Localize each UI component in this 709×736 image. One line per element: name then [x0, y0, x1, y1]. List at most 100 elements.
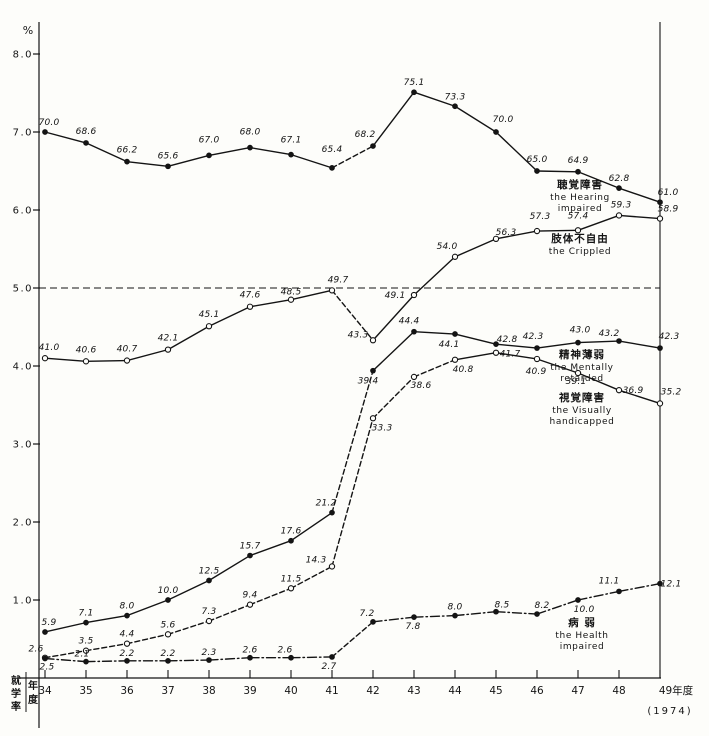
series-mentally-retarded-value-label: 12.5 [199, 567, 220, 577]
series-health-impaired-value-label: 7.8 [406, 622, 421, 632]
x-tick-label: 37 [161, 685, 174, 697]
series-hearing-impaired-point [83, 140, 89, 146]
series-health-impaired-point [124, 657, 130, 664]
series-health-impaired: 2.5 2.1 2.2 2.2 2.3 2.6 2.6 2.7 7.2 7.8 8.0 8.5 8.2 1… [40, 576, 682, 672]
series-mentally-retarded-segment [208, 554, 251, 582]
series-name-en: the Mentally [550, 363, 613, 373]
series-hearing-impaired-segment [454, 105, 497, 133]
series-visually-handicapped-value-label: 40.9 [526, 367, 547, 377]
series-hearing-impaired-point [124, 158, 130, 165]
series-crippled: 41.0 40.6 40.7 42.1 45.1 47.6 48.5 49.7 43.3 49.1… [39, 200, 678, 365]
x-tick-label: 47 [571, 685, 584, 697]
y-tick-label: 2.0 [13, 518, 33, 529]
series-crippled-value-label: 43.3 [348, 330, 369, 340]
series-crippled-point [533, 227, 541, 235]
series-crippled-value-label: 48.5 [281, 288, 302, 298]
series-health-impaired-segment [44, 657, 87, 663]
series-hearing-impaired-value-label: 64.9 [568, 156, 589, 166]
series-visually-handicapped-value-label: 3.5 [79, 637, 94, 647]
series-health-impaired-value-label: 2.2 [161, 649, 176, 659]
series-visually-handicapped-value-label: 40.8 [453, 365, 474, 375]
series-crippled-value-label: 57.3 [530, 212, 551, 222]
series-mentally-retarded-value-label: 21.2 [316, 499, 337, 509]
series-mentally-retarded-value-label: 43.0 [570, 326, 591, 336]
series-health-impaired-point [247, 654, 253, 661]
series-visually-handicapped-segment [208, 603, 251, 622]
series-health-impaired-value-label: 10.0 [574, 605, 595, 615]
series-visually-handicapped-point [656, 400, 664, 407]
series-hearing-impaired-value-label: 61.0 [658, 188, 679, 198]
series-crippled-value-label: 54.0 [437, 242, 458, 252]
x-tick-label: 36 [120, 685, 134, 697]
series-hearing-impaired-segment [331, 145, 374, 169]
enrollment-rate-label-char: 就 [11, 674, 21, 687]
series-mentally-retarded-value-label: 39.4 [358, 377, 379, 387]
series-crippled-value-label: 42.1 [158, 334, 179, 344]
series-hearing-impaired-point [657, 199, 663, 206]
series-health-impaired-point [329, 654, 335, 660]
x-tick-label: 49年度 [659, 684, 694, 697]
series-health-impaired-value-label: 11.1 [599, 576, 620, 586]
series-hearing-impaired-value-label: 70.0 [493, 115, 514, 125]
series-visually-handicapped-value-label: 39.1 [566, 377, 587, 387]
series-hearing-impaired-point [493, 129, 499, 135]
series-crippled-segment [495, 230, 538, 240]
series-crippled-point [82, 358, 90, 365]
series-visually-handicapped-segment [85, 642, 128, 652]
series-hearing-impaired-value-label: 65.0 [527, 155, 548, 165]
series-hearing-impaired-value-label: 67.1 [281, 136, 302, 146]
series-mentally-retarded-segment [577, 340, 620, 344]
series-health-impaired-value-label: 8.2 [535, 601, 550, 611]
series-hearing-impaired-value-label: 67.0 [199, 135, 220, 145]
series-mentally-retarded-point [42, 629, 48, 635]
series-health-impaired-segment [85, 660, 128, 663]
series-mentally-retarded-point [534, 345, 540, 351]
series-name-en: retarded [560, 374, 603, 384]
series-health-impaired-point [616, 588, 622, 595]
series-mentally-retarded: 5.9 7.1 8.0 10.0 12.5 15.7 17.6 21.2 39.4 44.4 44.… [42, 317, 680, 635]
series-health-impaired-segment [618, 582, 661, 593]
series-hearing-impaired-segment [577, 171, 620, 189]
year-box-label-char: 年 [28, 679, 38, 692]
series-visually-handicapped-value-label: 4.4 [120, 630, 135, 640]
series-hearing-impaired-point [616, 185, 622, 192]
series-crippled-value-label: 59.3 [611, 200, 632, 210]
series-visually-handicapped-value-label: 7.3 [202, 607, 217, 617]
series-crippled-point [287, 296, 295, 303]
series-health-impaired-point [452, 612, 458, 619]
series-visually-handicapped-point [574, 369, 582, 377]
series-crippled-segment [167, 325, 210, 351]
series-crippled-segment [331, 289, 374, 341]
x-tick-label: 34 [38, 685, 52, 697]
series-health-impaired-segment [167, 659, 210, 662]
series-crippled-point [369, 337, 377, 344]
series-hearing-impaired-segment [85, 142, 128, 163]
series-health-impaired-segment [536, 599, 579, 615]
series-mentally-retarded-value-label: 42.8 [497, 335, 518, 345]
series-mentally-retarded-point [329, 509, 335, 516]
series-mentally-retarded-point [370, 367, 376, 374]
series-crippled-value-label: 40.6 [76, 345, 97, 355]
series-visually-handicapped-point [328, 563, 336, 570]
series-mentally-retarded-value-label: 42.3 [659, 332, 680, 342]
series-mentally-retarded-segment [249, 540, 292, 557]
series-mentally-retarded-value-label: 8.0 [120, 602, 135, 612]
x-tick-label: 38 [202, 685, 215, 697]
series-hearing-impaired-point [165, 163, 171, 170]
series-mentally-retarded-value-label: 17.6 [281, 527, 302, 537]
series-crippled-segment [290, 289, 333, 301]
series-visually-handicapped-segment [331, 417, 374, 568]
series-visually-handicapped-segment [44, 650, 87, 659]
series-health-impaired-value-label: 2.6 [243, 646, 258, 656]
series-mentally-retarded-point [83, 619, 89, 626]
series-crippled-point [41, 355, 49, 362]
series-health-impaired-point [493, 608, 499, 615]
y-tick-label: 3.0 [13, 440, 33, 451]
series-name-jp: 精神薄弱 [559, 348, 605, 361]
series-crippled-point [246, 303, 254, 310]
series-mentally-retarded-point [616, 338, 622, 344]
series-crippled-value-label: 49.7 [328, 275, 349, 285]
